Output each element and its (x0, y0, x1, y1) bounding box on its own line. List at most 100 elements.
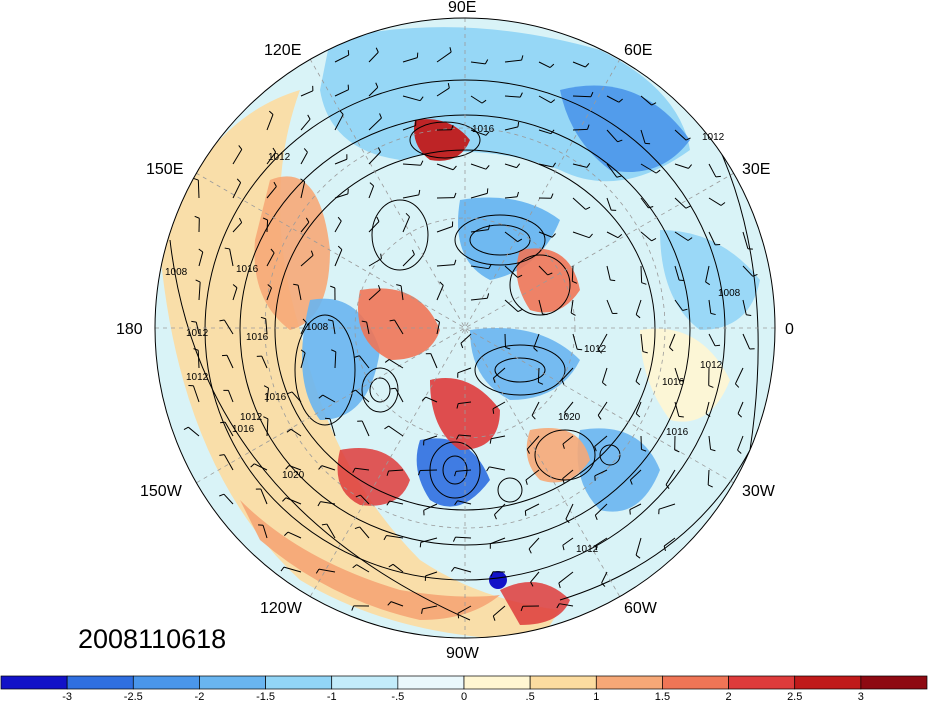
wind-barb (359, 526, 370, 539)
wind-barb (531, 401, 540, 416)
isobar-contour (409, 121, 481, 159)
wind-barb-flag (307, 114, 311, 120)
wind-barb-flag (337, 216, 342, 222)
wind-barb-flag (616, 175, 622, 178)
anomaly-region-orange-west (254, 176, 330, 330)
wind-barb (504, 126, 519, 131)
wind-barb-flag (396, 284, 402, 287)
isobar-contour (509, 254, 571, 316)
wind-barb (457, 367, 472, 374)
wind-barb (669, 333, 676, 348)
wind-barb-flag (457, 613, 460, 619)
wind-barb-flag (516, 191, 519, 197)
wind-barb (458, 434, 472, 437)
wind-barb (470, 163, 487, 170)
wind-barb (606, 95, 620, 103)
wind-barb (329, 418, 336, 437)
wind-barb-flag (286, 428, 292, 433)
wind-barb-flag (517, 274, 523, 278)
wind-barb (425, 396, 438, 403)
wind-barb (708, 231, 716, 246)
anomaly-region-warm-south-coast (500, 582, 570, 625)
wind-barb-flag (520, 606, 524, 612)
wind-barb (674, 197, 687, 209)
wind-barb-flag (452, 165, 457, 171)
wind-barb (470, 265, 489, 270)
wind-barb (321, 465, 336, 471)
wind-barb (290, 428, 302, 437)
wind-barb (504, 59, 522, 63)
wind-barb (572, 61, 586, 68)
wind-barb (492, 605, 506, 617)
wind-barb (402, 57, 418, 63)
colorbar-segment (265, 675, 333, 690)
anomaly-region-cold-southeast (577, 428, 660, 512)
wind-barb (394, 319, 404, 335)
wind-barb (674, 129, 687, 141)
wind-barb-flag (572, 280, 578, 284)
wind-barb-flag (651, 102, 657, 106)
isobar-label: 1016 (662, 377, 685, 388)
wind-barb-flag (224, 247, 230, 250)
anomaly-region-warm-center-west (358, 288, 440, 360)
wind-barb-flag (351, 389, 356, 393)
wind-barb-flag (375, 47, 379, 53)
wind-barb (223, 454, 234, 471)
map-disk-border (154, 17, 776, 639)
wind-barb (601, 571, 608, 584)
wind-barbs (183, 47, 758, 621)
wind-barb (525, 469, 540, 481)
wind-barb-flag (547, 272, 553, 276)
wind-barb-flag (285, 465, 290, 470)
wind-barb (530, 571, 540, 583)
isobar-contour (454, 214, 546, 266)
wind-barb (195, 322, 200, 335)
wind-barb-flag (411, 249, 415, 255)
wind-barb-flag (598, 349, 603, 354)
isobar-label: 1012 (268, 152, 291, 163)
wind-barb (674, 265, 680, 281)
wind-barb-flag (232, 284, 238, 289)
wind-barb-flag (585, 63, 590, 68)
wind-barb (386, 535, 404, 539)
latitude-circle (264, 127, 666, 529)
wind-barb (436, 51, 452, 63)
longitude-label-30w: 30W (742, 483, 776, 500)
wind-barb-flag (454, 471, 457, 477)
wind-barb (436, 321, 441, 335)
wind-barb (224, 421, 234, 437)
wind-barb-flag (460, 343, 464, 349)
colorbar-segment (331, 675, 399, 690)
wind-barb-flag (551, 233, 556, 238)
wind-barb-flag (688, 164, 693, 169)
wind-barb (232, 287, 238, 301)
wind-barb (504, 196, 518, 199)
wind-barb-flag (641, 282, 647, 285)
wind-barb (197, 350, 200, 369)
wind-barb (390, 601, 404, 607)
wind-barb (559, 603, 574, 607)
wind-barb (493, 367, 506, 379)
wind-barb (436, 87, 450, 97)
wind-barb (423, 435, 438, 441)
colorbar-tick-label: 0 (461, 691, 467, 702)
wind-barb (606, 231, 619, 239)
wind-barb-flag (519, 92, 523, 98)
wind-barb (705, 265, 710, 283)
wind-barb (538, 265, 549, 276)
wind-barb-flag (351, 605, 355, 611)
wind-barb-flag (521, 55, 524, 61)
wind-barb-flag (384, 359, 390, 363)
wind-barb-flag (268, 110, 274, 115)
wind-barb-flag (300, 349, 306, 354)
wind-barb-flag (352, 467, 356, 473)
wind-barb (635, 367, 642, 382)
longitude-label-0: 0 (785, 321, 794, 338)
wind-barb (538, 299, 543, 315)
wind-barb-flag (219, 493, 225, 497)
wind-barb (606, 197, 612, 211)
wind-barb-flag (388, 563, 394, 568)
wind-barb-flag (262, 217, 268, 221)
wind-barb (198, 282, 201, 301)
wind-barb-flag (531, 415, 536, 420)
